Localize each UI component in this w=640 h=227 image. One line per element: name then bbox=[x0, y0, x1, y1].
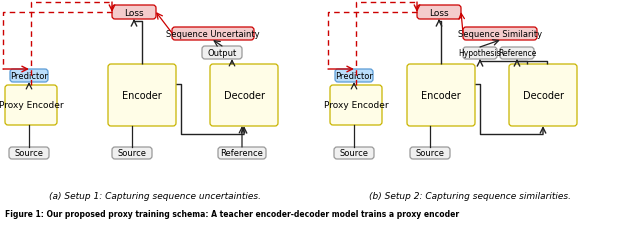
Text: Predictor: Predictor bbox=[10, 72, 48, 81]
Text: (a) Setup 1: Capturing sequence uncertainties.: (a) Setup 1: Capturing sequence uncertai… bbox=[49, 191, 261, 200]
FancyBboxPatch shape bbox=[218, 147, 266, 159]
Text: Source: Source bbox=[118, 149, 147, 158]
Text: Source: Source bbox=[15, 149, 44, 158]
Text: Figure 1: Our proposed proxy training schema: A teacher encoder-decoder model tr: Figure 1: Our proposed proxy training sc… bbox=[5, 209, 459, 218]
FancyBboxPatch shape bbox=[9, 147, 49, 159]
Text: Decoder: Decoder bbox=[522, 91, 563, 101]
FancyBboxPatch shape bbox=[335, 70, 373, 83]
Text: Proxy Encoder: Proxy Encoder bbox=[324, 101, 388, 110]
FancyBboxPatch shape bbox=[463, 48, 497, 60]
FancyBboxPatch shape bbox=[417, 6, 461, 20]
FancyBboxPatch shape bbox=[410, 147, 450, 159]
Text: Output: Output bbox=[207, 49, 237, 58]
FancyBboxPatch shape bbox=[5, 86, 57, 126]
Text: Reference: Reference bbox=[498, 49, 536, 58]
FancyBboxPatch shape bbox=[10, 70, 48, 83]
Text: Source: Source bbox=[415, 149, 445, 158]
FancyBboxPatch shape bbox=[108, 65, 176, 126]
Text: Encoder: Encoder bbox=[122, 91, 162, 101]
Text: Proxy Encoder: Proxy Encoder bbox=[0, 101, 63, 110]
Text: Sequence Similarity: Sequence Similarity bbox=[458, 30, 542, 39]
FancyBboxPatch shape bbox=[509, 65, 577, 126]
FancyBboxPatch shape bbox=[112, 6, 156, 20]
Text: Decoder: Decoder bbox=[223, 91, 264, 101]
Text: Reference: Reference bbox=[221, 149, 264, 158]
FancyBboxPatch shape bbox=[407, 65, 475, 126]
FancyBboxPatch shape bbox=[334, 147, 374, 159]
Text: Encoder: Encoder bbox=[421, 91, 461, 101]
Text: Predictor: Predictor bbox=[335, 72, 373, 81]
Text: Source: Source bbox=[339, 149, 369, 158]
FancyBboxPatch shape bbox=[463, 28, 537, 41]
Text: Hypothesis: Hypothesis bbox=[459, 49, 501, 58]
FancyBboxPatch shape bbox=[112, 147, 152, 159]
FancyBboxPatch shape bbox=[500, 48, 534, 60]
FancyBboxPatch shape bbox=[210, 65, 278, 126]
Text: Loss: Loss bbox=[429, 8, 449, 17]
Text: Sequence Uncertainty: Sequence Uncertainty bbox=[166, 30, 260, 39]
FancyBboxPatch shape bbox=[330, 86, 382, 126]
FancyBboxPatch shape bbox=[202, 47, 242, 60]
Text: Loss: Loss bbox=[124, 8, 144, 17]
Text: (b) Setup 2: Capturing sequence similarities.: (b) Setup 2: Capturing sequence similari… bbox=[369, 191, 571, 200]
FancyBboxPatch shape bbox=[172, 28, 254, 41]
